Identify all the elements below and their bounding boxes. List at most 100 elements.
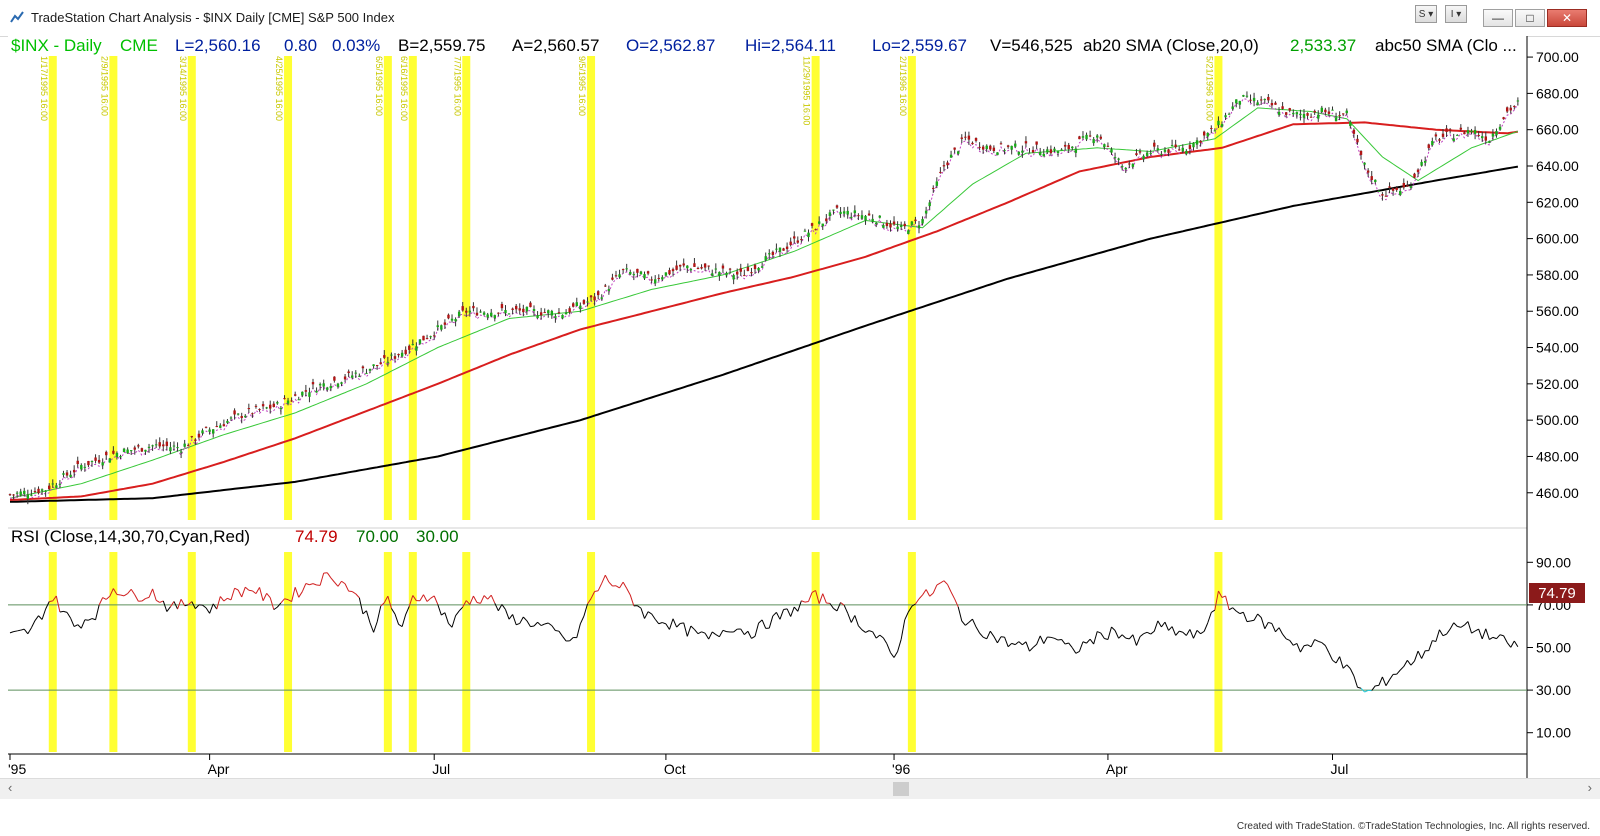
maximize-button[interactable]: □ (1515, 9, 1545, 27)
candle-body (1349, 121, 1352, 127)
chart-area[interactable]: 1/17/1995 16:00 2/9/1995 16:00 3/14/1995 1… (0, 36, 1600, 778)
candle-body (696, 268, 700, 270)
candle-body (1142, 155, 1145, 160)
candle-body (960, 137, 963, 139)
rsi-segment (294, 587, 300, 598)
candle-body (807, 232, 810, 238)
rsi-segment (120, 594, 125, 597)
candle-body (279, 407, 283, 410)
time-tick-label: Jul (432, 761, 450, 777)
rsi-segment (441, 612, 446, 616)
candle-body (850, 216, 853, 218)
horizontal-scrollbar[interactable]: ‹ › (0, 778, 1600, 799)
rsi-segment (858, 625, 863, 631)
candle-body (158, 442, 161, 447)
rsi-segment (783, 608, 788, 611)
candle-body (1423, 160, 1427, 163)
rsi-segment (1432, 640, 1437, 643)
candle-body (964, 136, 967, 138)
rsi-segment (1054, 637, 1059, 641)
rsi-segment (312, 583, 317, 586)
candle-body (1481, 136, 1484, 139)
candle-body (15, 492, 19, 494)
candle-body (1217, 120, 1220, 126)
candle-body (1224, 115, 1227, 118)
candle-body (179, 451, 183, 453)
candle-body (910, 221, 914, 225)
candle-body (579, 305, 582, 310)
scroll-left-icon[interactable]: ‹ (8, 780, 13, 795)
rsi-segment (109, 588, 114, 597)
candle-body (297, 399, 300, 401)
rsi-segment (936, 582, 941, 586)
rsi-segment (697, 631, 702, 635)
rsi-segment (680, 622, 684, 624)
rsi-segment (768, 615, 774, 629)
candle-body (1049, 149, 1053, 154)
highlight-bar-rsi (587, 552, 596, 752)
rsi-segment (244, 586, 250, 591)
candle-body (336, 383, 340, 387)
candle-body (882, 225, 885, 228)
candle-body (1438, 139, 1441, 141)
indicator-menu-button[interactable]: I ▾ (1445, 5, 1467, 23)
candle-body (1231, 106, 1234, 109)
price-tick-label: 520.00 (1536, 376, 1579, 392)
candle-body (1188, 145, 1192, 149)
rsi-segment (1179, 630, 1183, 633)
rsi-segment (1160, 621, 1166, 628)
candle-body (1488, 141, 1491, 143)
candle-body (1006, 145, 1010, 147)
rsi-segment (1114, 630, 1120, 639)
candle-body (254, 405, 258, 407)
candle-body (23, 490, 26, 494)
rsi-pane[interactable] (8, 536, 1527, 754)
rsi-segment (1242, 612, 1248, 622)
minimize-button[interactable]: — (1483, 9, 1513, 27)
rsi-segment (1118, 634, 1123, 639)
candle-body (1074, 148, 1078, 153)
candle-body (130, 450, 133, 452)
rsi-segment (223, 597, 228, 602)
close-button[interactable]: ✕ (1547, 9, 1587, 27)
scroll-thumb[interactable] (893, 782, 909, 796)
candle-body (1195, 140, 1199, 145)
candle-body (935, 181, 939, 186)
rsi-segment (487, 594, 492, 600)
sma20-value: 2,533.37 (1290, 36, 1356, 55)
strategy-menu-button[interactable]: S ▾ (1415, 5, 1437, 23)
candle-body (1274, 102, 1277, 105)
rsi-segment (847, 613, 852, 623)
candle-body (201, 430, 204, 434)
candle-body (233, 410, 236, 415)
rsi-segment (358, 597, 364, 614)
candle-body (974, 137, 978, 141)
rsi-segment (419, 594, 424, 602)
candle-body (821, 223, 824, 227)
rsi-segment (644, 611, 649, 619)
price-header: $INX - Daily CME L=2,560.16 0.80 0.03% B… (11, 36, 1517, 55)
time-tick-label: Apr (208, 761, 230, 777)
highlight-bars-group (48, 56, 1223, 752)
candle-body (871, 218, 874, 222)
scroll-right-icon[interactable]: › (1587, 780, 1592, 795)
rsi-segment (1510, 640, 1515, 648)
rsi-segment (1036, 635, 1041, 645)
candle-body (1338, 115, 1341, 117)
candle-body (1163, 149, 1167, 152)
candle-body (105, 451, 108, 456)
rsi-segment (1324, 645, 1330, 653)
candle-body (525, 306, 529, 312)
rsi-segment (30, 620, 36, 629)
price-candles-group (8, 91, 1520, 505)
rsi-segment (836, 602, 842, 612)
rsi-segment (1139, 633, 1144, 638)
rsi-segment (508, 614, 514, 620)
rsi-segment (747, 631, 752, 639)
sma200-line (10, 165, 1519, 503)
rsi-segment (1321, 642, 1326, 646)
candle-body (468, 310, 472, 313)
rsi-segment (1403, 660, 1408, 667)
price-pane[interactable] (8, 36, 1527, 520)
rsi-segment (1246, 620, 1251, 623)
